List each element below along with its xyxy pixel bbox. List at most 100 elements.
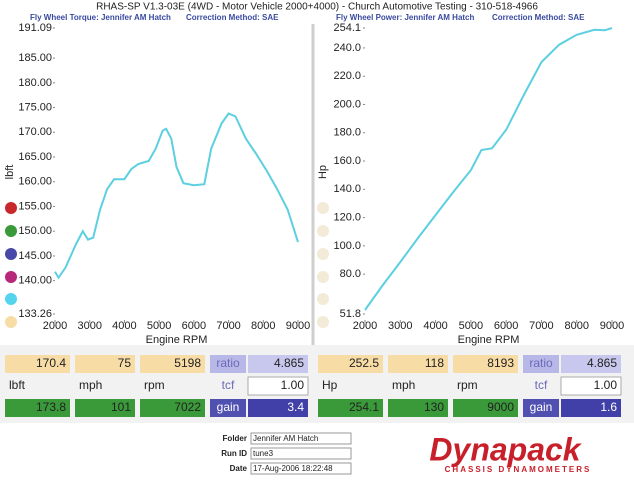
cell — [453, 399, 518, 417]
x-tick-label: 3000 — [388, 320, 412, 332]
x-tick-label: 6000 — [182, 320, 206, 332]
x-axis-label: Engine RPM — [146, 334, 208, 346]
x-tick-label: 5000 — [147, 320, 171, 332]
cell — [523, 399, 559, 417]
cell-text: ratio — [216, 356, 240, 370]
cell-text: rpm — [457, 378, 478, 392]
cell — [210, 399, 246, 417]
dot — [5, 248, 17, 260]
dot — [5, 202, 17, 214]
y-tick-label: 160.0 — [333, 155, 361, 167]
field — [250, 462, 352, 475]
method: Correction Method: SAE — [492, 13, 585, 22]
subtitle: Fly Wheel Torque: Jennifer AM Hatch — [30, 13, 171, 22]
x-tick-label: 7000 — [529, 320, 553, 332]
data-line — [54, 112, 299, 280]
dot — [317, 293, 329, 305]
cell — [318, 399, 383, 417]
cell-text: 8193 — [487, 356, 514, 370]
y-tick-label: 254.1 — [333, 22, 361, 34]
cell — [5, 355, 70, 373]
cell-text: 4.865 — [587, 356, 617, 370]
dot — [5, 293, 17, 305]
x-tick-label: 4000 — [112, 320, 136, 332]
cell — [388, 399, 448, 417]
run-label: Run ID — [221, 449, 247, 458]
x-tick-label: 3000 — [77, 320, 101, 332]
cell-text: 101 — [111, 400, 131, 414]
x-tick-label: 6000 — [494, 320, 518, 332]
y-tick-label: 80.0 — [340, 268, 361, 280]
cell — [210, 355, 246, 373]
cell-text: tcf — [535, 378, 548, 392]
y-tick-label: 191.09 — [18, 22, 52, 34]
cell-text: 173.8 — [36, 400, 66, 414]
dot — [5, 316, 17, 328]
cell-text: gain — [530, 400, 553, 414]
cell — [388, 355, 448, 373]
cell-text: 4.865 — [274, 356, 304, 370]
dot — [317, 248, 329, 260]
y-tick-label: 180.0 — [333, 127, 361, 139]
subtitle: Fly Wheel Power: Jennifer AM Hatch — [336, 13, 475, 22]
cell — [560, 376, 622, 396]
cell-text: lbft — [9, 378, 26, 392]
date: 17-Aug-2006 18:22:48 — [253, 464, 333, 473]
cell — [453, 355, 518, 373]
folder: Jennifer AM Hatch — [253, 434, 318, 443]
cell-text: mph — [392, 378, 415, 392]
cell-text: 5198 — [174, 356, 201, 370]
y-tick-label: 100.0 — [333, 240, 361, 252]
y-tick-label: 133.26 — [18, 308, 52, 320]
cell-text: 3.4 — [287, 400, 304, 414]
folder-label: Folder — [223, 434, 247, 443]
x-axis-label: Engine RPM — [458, 334, 520, 346]
field — [250, 447, 352, 460]
y-tick-label: 155.00 — [18, 200, 52, 212]
y-tick-label: 150.00 — [18, 225, 52, 237]
cell — [5, 399, 70, 417]
x-tick-label: 8000 — [564, 320, 588, 332]
cell — [140, 355, 205, 373]
cell-text: 1.00 — [594, 378, 618, 392]
run-id: tune3 — [253, 449, 274, 458]
page-title: RHAS-SP V1.3-03E (4WD - Motor Vehicle 20… — [96, 2, 538, 13]
y-tick-label: 220.0 — [333, 70, 361, 82]
cell-text: rpm — [144, 378, 165, 392]
y-tick-label: 120.0 — [333, 211, 361, 223]
date-label: Date — [230, 464, 248, 473]
cell-text: 252.5 — [349, 356, 379, 370]
footer: Folder Jennifer AM Hatch Run ID tune3 Da… — [221, 431, 589, 475]
method: Correction Method: SAE — [186, 13, 279, 22]
cell-text: tcf — [222, 378, 235, 392]
dot — [5, 225, 17, 237]
y-tick-label: 170.00 — [18, 126, 52, 138]
data-line — [364, 27, 613, 311]
y-tick-label: 160.00 — [18, 176, 52, 188]
cell-text: 130 — [424, 400, 444, 414]
cell-text: gain — [217, 400, 240, 414]
cell — [248, 355, 308, 373]
y-tick-label: 175.00 — [18, 101, 52, 113]
dot — [317, 225, 329, 237]
y-axis-label: Hp — [317, 165, 329, 179]
chart: 133.26 140.00 145.00 150.00 155.00 160.00 165.… — [4, 22, 310, 346]
y-axis-label: lbft — [4, 165, 16, 180]
x-tick-label: 2000 — [353, 320, 377, 332]
chart: 51.8 80.0 100.0 120.0 140.0 160.0 180.0 200.0 22… — [317, 22, 624, 346]
cell — [561, 399, 621, 417]
cell — [75, 399, 135, 417]
y-tick-label: 185.00 — [18, 52, 52, 64]
dot — [5, 271, 17, 283]
cell — [248, 399, 308, 417]
cell — [247, 376, 309, 396]
x-tick-label: 2000 — [43, 320, 67, 332]
cell-text: 170.4 — [36, 356, 66, 370]
x-tick-label: 8000 — [251, 320, 275, 332]
y-tick-label: 140.0 — [333, 183, 361, 195]
cell-text: 1.00 — [281, 378, 305, 392]
cell — [318, 355, 383, 373]
dot — [317, 271, 329, 283]
color-dots — [5, 202, 329, 328]
